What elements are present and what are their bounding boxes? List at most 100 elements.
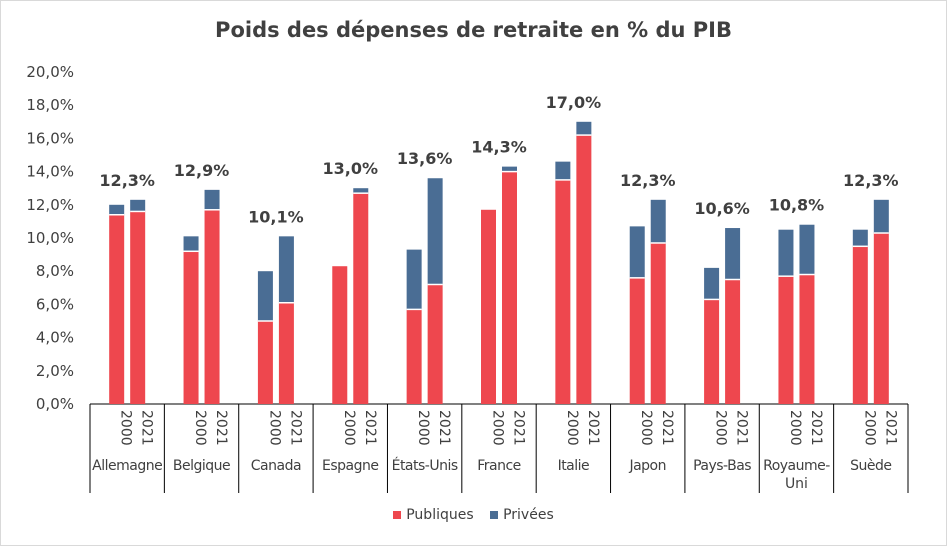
bar-privees (427, 178, 443, 285)
x-country-label: Allemagne (92, 458, 162, 474)
legend-label-publiques: Publiques (406, 507, 474, 523)
x-year-label: 2000 (564, 410, 580, 446)
bar-privees (109, 204, 125, 215)
x-year-label: 2000 (490, 410, 506, 446)
bar-privees (629, 226, 645, 278)
bar-publiques (332, 266, 348, 404)
bar-publiques (778, 276, 794, 404)
x-year-label: 2021 (213, 410, 229, 446)
bar-privees (278, 236, 294, 303)
bar-publiques (725, 279, 741, 404)
bar-publiques (873, 233, 889, 404)
total-data-label: 12,3% (843, 171, 899, 190)
x-country-label: Suède (850, 458, 891, 474)
y-tick-label: 4,0% (36, 329, 74, 347)
bar-publiques (353, 193, 369, 404)
bar-publiques (650, 242, 666, 404)
total-data-label: 10,1% (248, 207, 304, 226)
x-year-label: 2000 (266, 410, 282, 446)
legend-label-privees: Privées (503, 507, 554, 523)
bar-privees (555, 161, 571, 180)
y-tick-label: 2,0% (36, 362, 74, 380)
x-year-label: 2021 (287, 410, 303, 446)
x-year-label: 2021 (362, 410, 378, 446)
x-country-label: Belgique (173, 458, 230, 474)
bar-privees (204, 189, 220, 210)
x-year-label: 2000 (192, 410, 208, 446)
total-data-label: 12,3% (99, 171, 155, 190)
bar-publiques (629, 277, 645, 404)
x-country-label: Japon (628, 458, 666, 474)
total-data-label: 13,6% (397, 149, 453, 168)
x-year-label: 2021 (659, 410, 675, 446)
bar-privees (130, 199, 146, 212)
bar-privees (799, 224, 815, 275)
bar-publiques (183, 251, 199, 404)
x-year-label: 2021 (511, 410, 527, 446)
bar-privees (183, 236, 199, 252)
bar-publiques (109, 214, 125, 404)
bar-privees (406, 249, 422, 310)
legend-item-privees: Privées (490, 507, 554, 523)
x-year-label: 2000 (118, 410, 134, 446)
x-country-label: France (477, 458, 521, 474)
bar-publiques (576, 135, 592, 404)
bar-publiques (406, 309, 422, 404)
bar-publiques (130, 211, 146, 404)
bar-privees (502, 166, 517, 172)
bar-publiques (852, 246, 868, 404)
y-tick-label: 6,0% (36, 295, 74, 313)
y-tick-label: 10,0% (26, 229, 74, 247)
total-data-label: 13,0% (323, 159, 379, 178)
y-tick-label: 8,0% (36, 262, 74, 280)
total-data-label: 12,3% (620, 171, 676, 190)
x-year-label: 2000 (713, 410, 729, 446)
y-tick-label: 0,0% (36, 395, 74, 413)
legend-item-publiques: Publiques (393, 507, 474, 523)
x-year-label: 2021 (436, 410, 452, 446)
bar-privees (778, 229, 794, 277)
x-country-label: Pays-Bas (693, 458, 751, 474)
x-year-label: 2021 (808, 410, 824, 446)
total-data-label: 12,9% (174, 161, 230, 180)
x-year-label: 2000 (861, 410, 877, 446)
bar-publiques (555, 179, 571, 404)
bar-publiques (704, 299, 720, 404)
bar-publiques (502, 171, 517, 404)
total-data-label: 14,3% (471, 138, 527, 157)
x-year-label: 2021 (139, 410, 155, 446)
chart-title: Poids des dépenses de retraite en % du P… (215, 18, 732, 42)
x-year-label: 2000 (341, 410, 357, 446)
bar-privees (704, 267, 720, 300)
total-data-label: 17,0% (546, 93, 602, 112)
y-tick-label: 12,0% (26, 196, 74, 214)
total-data-label: 10,8% (769, 196, 825, 215)
x-country-label: Espagne (322, 458, 378, 474)
bar-publiques (481, 209, 496, 404)
bar-publiques (257, 321, 273, 404)
x-country-label: États-Unis (392, 457, 458, 474)
y-tick-label: 18,0% (26, 96, 74, 114)
x-year-label: 2021 (734, 410, 750, 446)
bar-publiques (204, 209, 220, 404)
bar-publiques (278, 302, 294, 404)
x-country-label: Italie (558, 458, 590, 474)
y-tick-label: 14,0% (26, 163, 74, 181)
bar-privees (353, 188, 369, 194)
x-country-label: Canada (251, 458, 301, 474)
x-year-label: 2000 (638, 410, 654, 446)
x-year-label: 2021 (585, 410, 601, 446)
bar-publiques (427, 284, 443, 404)
y-tick-label: 20,0% (26, 63, 74, 81)
bar-privees (257, 271, 273, 321)
legend-swatch-publiques (393, 511, 402, 519)
legend-swatch-privees (490, 511, 499, 519)
x-country-label-line2: Uni (785, 476, 808, 492)
x-year-label: 2000 (415, 410, 431, 446)
x-country-label: Royaume- (763, 458, 830, 474)
x-year-label: 2021 (882, 410, 898, 446)
bar-privees (576, 121, 592, 136)
bar-privees (650, 199, 666, 243)
y-tick-label: 16,0% (26, 129, 74, 147)
